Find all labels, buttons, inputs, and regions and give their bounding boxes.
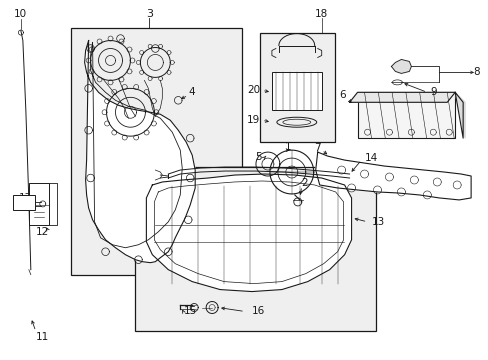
Polygon shape [84, 41, 195, 263]
Text: 6: 6 [338, 90, 345, 100]
Text: 8: 8 [472, 67, 479, 77]
Bar [135, 167, 376, 332]
Bar [271, 72, 321, 110]
Text: 2: 2 [301, 178, 307, 188]
Text: 19: 19 [246, 115, 260, 125]
Text: 1: 1 [284, 142, 290, 152]
Text: 4: 4 [188, 87, 195, 97]
Text: 11: 11 [36, 332, 49, 342]
Polygon shape [454, 92, 464, 138]
Text: 10: 10 [14, 9, 27, 19]
Text: 17: 17 [19, 193, 32, 203]
Text: 13: 13 [371, 217, 384, 227]
Text: 14: 14 [364, 153, 377, 163]
Bar [29, 183, 49, 225]
Text: 15: 15 [183, 306, 197, 316]
Polygon shape [390, 59, 410, 73]
Polygon shape [146, 174, 351, 292]
Text: 12: 12 [36, 227, 49, 237]
Text: 16: 16 [251, 306, 264, 316]
Polygon shape [349, 92, 454, 102]
Bar [357, 92, 454, 138]
Text: 7: 7 [314, 143, 321, 153]
Bar [71, 28, 242, 275]
Bar [13, 195, 35, 210]
Text: 18: 18 [314, 9, 327, 19]
Bar [260, 32, 334, 142]
Text: 5: 5 [255, 152, 262, 162]
Text: 20: 20 [246, 85, 260, 95]
Text: 9: 9 [429, 87, 436, 97]
Polygon shape [315, 152, 470, 200]
Text: 3: 3 [145, 9, 153, 19]
